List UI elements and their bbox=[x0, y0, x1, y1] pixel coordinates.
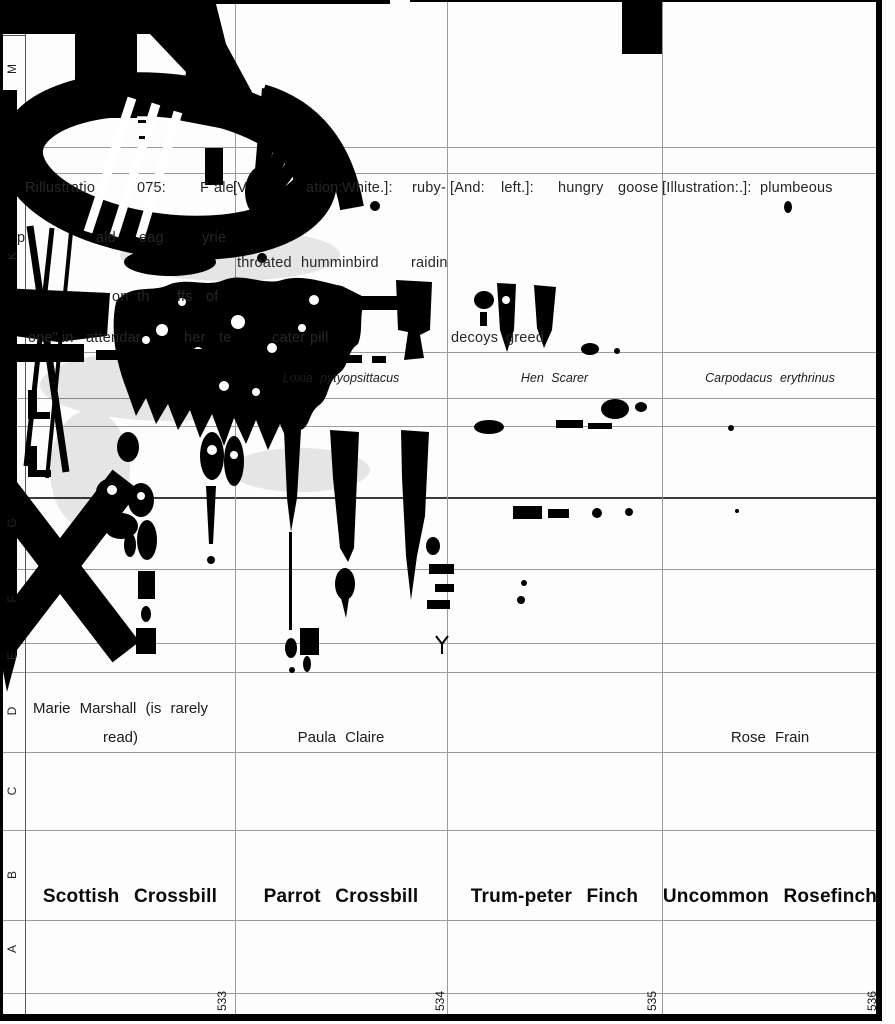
row-label-E: E bbox=[5, 652, 19, 661]
species-label-carpodacus: Carpodacus erythrinus bbox=[705, 371, 835, 385]
caption-fragment: attendar bbox=[86, 330, 141, 346]
caption-fragment: raidin bbox=[411, 255, 448, 271]
gridline-h bbox=[0, 993, 878, 994]
gridline-v bbox=[662, 0, 663, 1014]
gridline-h bbox=[0, 830, 878, 831]
row-label-B: B bbox=[5, 871, 19, 880]
gridline-h bbox=[0, 147, 878, 148]
caption-fragment: one" bbox=[28, 330, 59, 346]
bird-name-scottish-crossbill: Scottish Crossbill bbox=[42, 886, 218, 907]
caption-fragment: decoys bbox=[451, 330, 499, 346]
bird-name-trumpeter-finch: Trum-peter Finch bbox=[470, 886, 639, 907]
ink-drips bbox=[96, 430, 527, 673]
caption-fragment: F bbox=[200, 180, 210, 196]
caption-fragment: [V bbox=[233, 180, 248, 196]
caption-fragment: hungry bbox=[558, 180, 604, 196]
caption-fragment: greed bbox=[506, 330, 545, 346]
caption-fragment: on bbox=[112, 289, 129, 305]
caption-fragment: of bbox=[206, 289, 219, 305]
column-label-534: 534 bbox=[433, 990, 447, 1012]
caption-fragment: throated bbox=[237, 255, 292, 271]
column-label-536: 536 bbox=[865, 990, 879, 1012]
border-right bbox=[876, 0, 882, 1021]
gridline-h bbox=[0, 569, 878, 570]
caption-fragment: left.]: bbox=[501, 180, 534, 196]
caption-fragment: eag bbox=[139, 230, 164, 246]
caption-fragment: Rillustratio bbox=[25, 180, 96, 196]
gridline-h bbox=[0, 643, 878, 644]
caption-fragment: 075: bbox=[137, 180, 167, 196]
column-label-535: 535 bbox=[645, 990, 659, 1012]
caption-fragment: in bbox=[62, 330, 74, 346]
gridline-h bbox=[0, 920, 878, 921]
row-label-A: A bbox=[5, 945, 19, 954]
gridline-h-short bbox=[0, 35, 26, 36]
caption-fragment: ation: bbox=[306, 180, 343, 196]
gridline-h bbox=[0, 426, 878, 427]
bird-name-parrot-crossbill: Parrot Crossbill bbox=[263, 886, 419, 907]
gridline-h bbox=[0, 173, 878, 174]
caption-fragment: [And: bbox=[450, 180, 485, 196]
caption-fragment: plumbeous bbox=[760, 180, 833, 196]
caption-fragment: ffs bbox=[177, 289, 193, 305]
gridline-v bbox=[447, 0, 448, 1014]
caption-fragment: p bbox=[17, 230, 26, 246]
ink-splatter bbox=[0, 0, 792, 519]
border-bottom bbox=[0, 1014, 882, 1021]
caption-fragment: yrie bbox=[202, 230, 227, 246]
gridline-v-labelcol bbox=[25, 0, 26, 1014]
row-label-F: F bbox=[5, 595, 19, 603]
row-label-M: M bbox=[5, 64, 19, 74]
gridline-h bbox=[0, 352, 878, 353]
caption-fragment: te bbox=[219, 330, 232, 346]
gridline-v bbox=[235, 0, 236, 1014]
gridline-h bbox=[0, 752, 878, 753]
border-top-right-segment bbox=[410, 0, 878, 2]
caption-fragment: ale bbox=[214, 180, 234, 196]
gridline-h bbox=[0, 398, 878, 399]
row-label-C: C bbox=[5, 786, 19, 796]
caption-fragment: ruby- bbox=[412, 180, 447, 196]
border-top-left-segment bbox=[0, 0, 390, 4]
caption-fragment: ald bbox=[96, 230, 116, 246]
artist-name-rose-frain: Rose Frain bbox=[730, 729, 810, 746]
caption-fragment: goose bbox=[618, 180, 659, 196]
caption-fragment: White.]: bbox=[342, 180, 393, 196]
column-label-533: 533 bbox=[215, 990, 229, 1012]
caption-fragment: humminbird bbox=[301, 255, 379, 271]
bird-name-uncommon-rosefinch: Uncommon Rosefinch bbox=[662, 886, 878, 907]
caption-fragment: her bbox=[184, 330, 206, 346]
artist-name-marie-marshall-line2: read) bbox=[102, 729, 139, 746]
gridline-h bbox=[0, 672, 878, 673]
row-label-K: K bbox=[5, 252, 19, 261]
caption-fragment: th bbox=[137, 289, 150, 305]
artist-name-marie-marshall-line1: Marie Marshall (is rarely bbox=[32, 700, 209, 717]
species-label-hen-scarer: Hen Scarer bbox=[520, 371, 589, 385]
row-label-D: D bbox=[5, 706, 19, 716]
giant-letterform bbox=[0, 0, 370, 692]
artist-name-paula-claire: Paula Claire bbox=[297, 729, 385, 746]
border-left bbox=[0, 0, 3, 1018]
row-label-G: G bbox=[5, 518, 19, 528]
caption-fragment: cater bbox=[272, 330, 306, 346]
caption-fragment: pill bbox=[310, 330, 329, 346]
species-label-loxia: Loxia pytyopsittacus bbox=[282, 371, 400, 385]
gridline-h-thick bbox=[0, 497, 878, 499]
caption-fragment: [Illustration:.]: bbox=[662, 180, 752, 196]
